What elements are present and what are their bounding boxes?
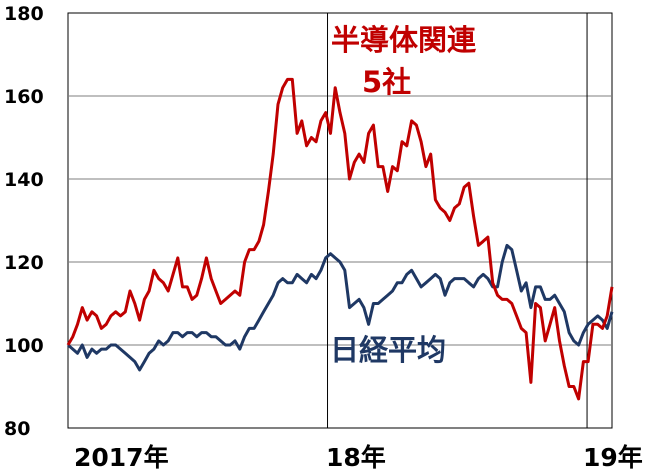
nikkei-label: 日経平均 [330,333,446,367]
y-tick-label: 80 [4,418,30,440]
series-line-semiconductor [66,77,614,401]
plot-area [67,12,613,429]
x-tick-label: 2017年 [74,443,169,470]
y-tick-label: 160 [4,86,44,108]
x-axis-ticks: 2017年 18年 19年 [74,443,643,470]
x-tick-label: 18年 [326,443,386,470]
y-tick-label: 120 [4,252,44,274]
semiconductor-label-line1: 半導体関連 [331,23,477,57]
series-lines [66,77,614,401]
series-line-nikkei [67,243,614,372]
semiconductor-label-line2: 5社 [362,65,411,99]
y-tick-label: 180 [4,3,44,25]
y-tick-label: 100 [4,335,44,357]
y-tick-label: 140 [4,169,44,191]
x-tick-label: 19年 [583,443,643,470]
y-axis-ticks: 180 160 140 120 100 80 [4,3,44,440]
